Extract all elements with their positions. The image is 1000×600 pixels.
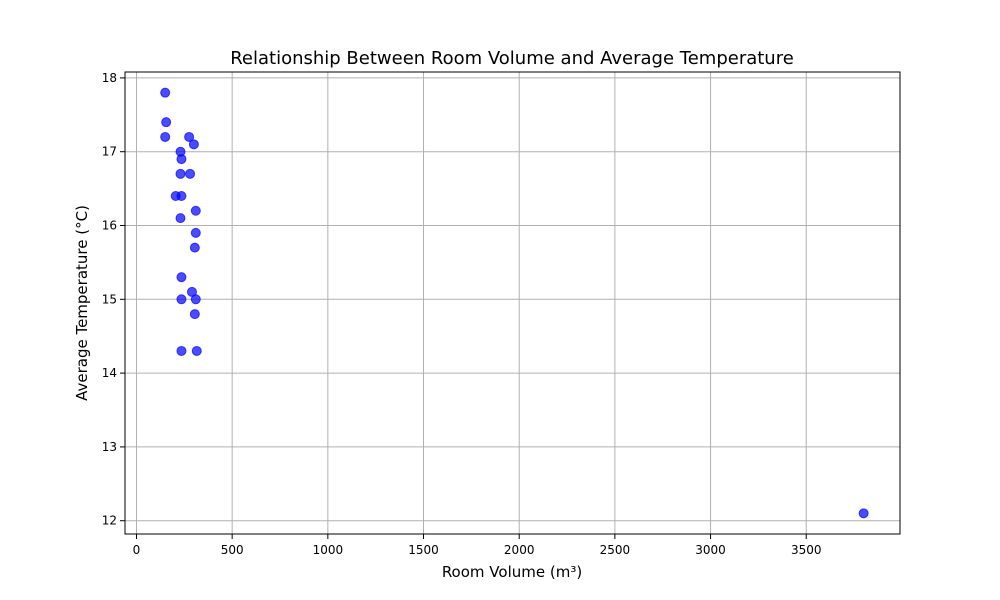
grid xyxy=(125,72,900,534)
data-point xyxy=(858,508,869,519)
y-tick-label: 18 xyxy=(102,71,117,85)
data-point xyxy=(176,345,187,356)
data-points xyxy=(160,87,869,519)
x-axis-label: Room Volume (m³) xyxy=(442,563,582,581)
data-point xyxy=(188,139,199,150)
data-point xyxy=(190,205,201,216)
data-point xyxy=(176,154,187,165)
y-tick-label: 17 xyxy=(102,145,117,159)
x-tick-label: 0 xyxy=(133,543,141,557)
y-tick-label: 15 xyxy=(102,292,117,306)
x-tick-label: 1500 xyxy=(408,543,439,557)
x-tick-label: 1000 xyxy=(313,543,344,557)
data-point xyxy=(185,168,196,179)
x-tick-label: 3500 xyxy=(791,543,822,557)
y-axis-ticks: 12 13 14 15 16 17 18 xyxy=(102,71,125,528)
data-point xyxy=(175,213,186,224)
data-point xyxy=(175,168,186,179)
plot-frame xyxy=(124,71,901,535)
data-point xyxy=(184,131,195,142)
x-tick-label: 2000 xyxy=(504,543,535,557)
data-point xyxy=(176,294,187,305)
data-point xyxy=(189,309,200,320)
y-axis-label: Average Temperature (°C) xyxy=(73,205,91,401)
chart-title: Relationship Between Room Volume and Ave… xyxy=(230,48,794,69)
data-point xyxy=(176,190,187,201)
x-tick-label: 2500 xyxy=(600,543,631,557)
data-point xyxy=(189,242,200,253)
data-point xyxy=(190,294,201,305)
data-point xyxy=(161,117,172,128)
data-point xyxy=(160,131,171,142)
y-tick-label: 14 xyxy=(102,366,117,380)
data-point xyxy=(191,345,202,356)
y-tick-label: 16 xyxy=(102,219,117,233)
x-tick-label: 3000 xyxy=(695,543,726,557)
y-tick-label: 12 xyxy=(102,514,117,528)
y-tick-label: 13 xyxy=(102,440,117,454)
data-point xyxy=(160,87,171,98)
x-tick-label: 500 xyxy=(221,543,244,557)
data-point xyxy=(176,272,187,283)
data-point xyxy=(190,227,201,238)
x-axis-ticks: 0 500 1000 1500 2000 2500 3000 3500 xyxy=(133,534,822,557)
